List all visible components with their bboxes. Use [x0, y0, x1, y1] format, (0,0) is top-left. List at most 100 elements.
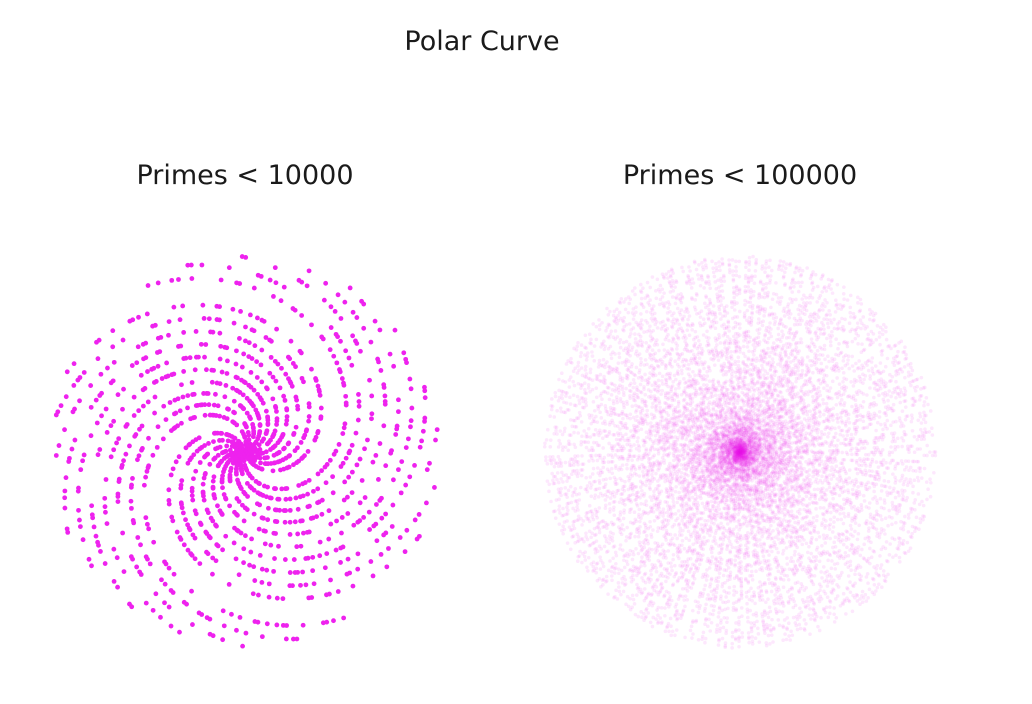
data-point	[217, 356, 223, 362]
data-point	[739, 450, 743, 454]
data-point	[244, 395, 250, 401]
data-point	[223, 383, 229, 388]
data-point	[737, 445, 742, 450]
data-point	[379, 515, 385, 521]
data-point	[206, 441, 211, 446]
data-point	[328, 325, 334, 330]
data-point	[733, 391, 737, 396]
data-point	[322, 565, 328, 571]
data-point	[737, 452, 741, 457]
data-point	[741, 445, 745, 450]
data-point	[209, 367, 215, 373]
data-point	[227, 447, 233, 453]
data-point	[342, 421, 348, 427]
data-point	[737, 449, 742, 454]
data-point	[741, 453, 746, 458]
data-point	[140, 403, 146, 409]
data-point	[733, 448, 738, 453]
data-point	[258, 460, 263, 466]
data-point	[738, 450, 742, 454]
data-point	[739, 450, 743, 455]
data-point	[738, 450, 742, 454]
data-point	[203, 342, 209, 347]
data-point	[119, 465, 125, 470]
data-point	[680, 482, 685, 487]
data-point	[737, 451, 741, 455]
data-point	[129, 604, 135, 610]
data-point	[257, 447, 263, 452]
data-point	[387, 351, 393, 357]
data-point	[146, 526, 152, 532]
data-point	[274, 326, 279, 332]
data-point	[179, 420, 184, 426]
data-point	[739, 455, 744, 459]
data-point	[738, 450, 742, 455]
data-point	[259, 347, 265, 353]
data-point	[736, 450, 741, 455]
data-point	[739, 446, 744, 450]
data-point	[740, 446, 744, 450]
data-point	[350, 309, 356, 315]
data-point	[163, 561, 169, 567]
data-point	[736, 450, 741, 455]
data-point	[247, 414, 252, 420]
data-point	[738, 451, 742, 456]
data-point	[306, 414, 312, 419]
data-point	[230, 460, 236, 466]
data-point	[328, 521, 334, 527]
data-point	[219, 512, 225, 517]
data-point	[737, 446, 741, 450]
data-point	[407, 474, 413, 480]
data-point	[330, 474, 336, 480]
data-point	[262, 541, 268, 547]
data-point	[739, 449, 744, 454]
data-point	[304, 283, 310, 289]
data-point	[111, 359, 117, 365]
data-point	[738, 452, 743, 457]
data-point	[302, 453, 307, 459]
data-point	[280, 431, 286, 437]
data-point	[294, 544, 300, 550]
data-point	[290, 636, 296, 642]
data-point	[243, 533, 248, 539]
data-point	[153, 591, 159, 597]
data-point	[103, 477, 109, 482]
data-point	[733, 448, 737, 453]
data-point	[737, 450, 741, 454]
data-point	[737, 454, 741, 459]
data-point	[276, 449, 282, 455]
data-point	[737, 449, 741, 454]
data-point	[350, 333, 356, 339]
data-point	[763, 388, 768, 393]
data-point	[185, 393, 191, 398]
data-point	[287, 570, 293, 575]
data-point	[735, 449, 739, 454]
data-point	[379, 495, 384, 501]
data-point	[305, 555, 311, 561]
data-point	[287, 453, 293, 458]
data-point	[736, 448, 741, 453]
data-point	[736, 450, 740, 454]
data-point	[257, 502, 263, 508]
data-point	[319, 468, 324, 474]
data-point	[315, 486, 321, 492]
data-point	[75, 377, 81, 383]
data-point	[180, 303, 186, 309]
data-point	[736, 450, 741, 455]
data-point	[268, 542, 274, 548]
data-point	[339, 530, 344, 536]
data-point	[737, 448, 741, 453]
data-point	[283, 496, 289, 502]
data-point	[310, 554, 316, 560]
data-point	[201, 493, 206, 499]
data-point	[738, 448, 743, 452]
data-point	[738, 450, 742, 454]
data-point	[738, 450, 743, 455]
data-point	[738, 450, 742, 454]
data-point	[271, 294, 276, 299]
data-point	[736, 450, 741, 455]
data-point	[690, 477, 695, 481]
data-point	[357, 518, 363, 524]
data-point	[338, 560, 343, 565]
data-point	[145, 369, 150, 374]
